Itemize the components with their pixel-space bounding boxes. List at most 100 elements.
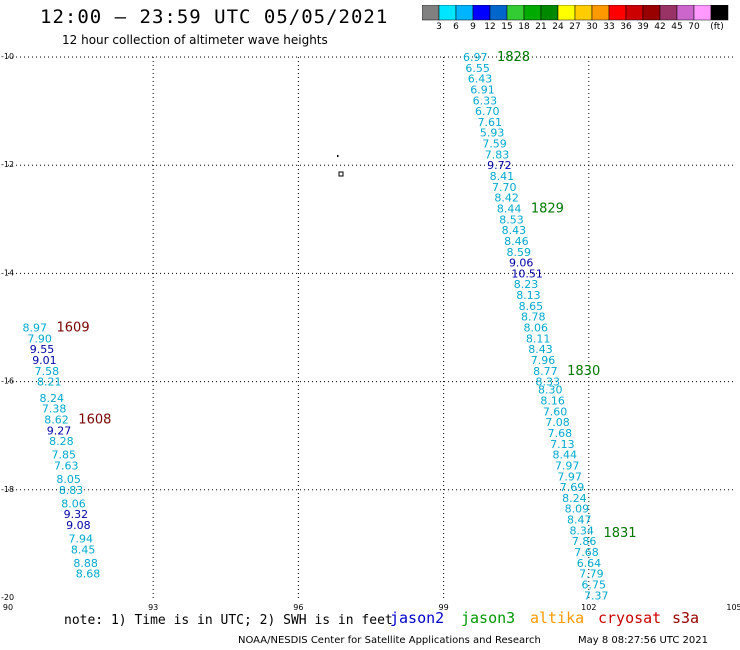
- scale-label: 9: [470, 22, 476, 32]
- wave-height-value: 8.05: [56, 473, 81, 486]
- y-tick-label: -12: [1, 160, 14, 169]
- satellite-legend-item: cryosat: [598, 609, 662, 627]
- scale-label: 27: [569, 22, 581, 32]
- wave-height-value: 8.65: [519, 300, 544, 313]
- wave-height-value: 7.94: [69, 532, 94, 545]
- pass-time-label: 1608: [78, 412, 111, 427]
- wave-height-value: 6.33: [473, 94, 498, 107]
- wave-height-value: 6.70: [475, 105, 500, 118]
- wave-height-value: 10.51: [511, 267, 543, 280]
- scale-label: 36: [620, 22, 632, 32]
- wave-height-value: 8.45: [71, 543, 96, 556]
- y-tick-label: -14: [1, 268, 14, 277]
- pass-time-label: 1831: [603, 526, 636, 541]
- color-scale-labels: 3 6 9 12 15 18 21 24 27 30 33 36 39 42 45 70 (ft): [422, 22, 740, 36]
- pass-time-label: 1829: [531, 201, 564, 216]
- wave-height-value: 7.68: [548, 427, 573, 440]
- island-mark: [338, 171, 344, 177]
- wave-height-value: 6.55: [465, 62, 490, 75]
- scale-label: 6: [453, 22, 459, 32]
- wave-height-value: 7.70: [492, 181, 517, 194]
- wave-height-value: 8.41: [490, 170, 514, 183]
- wave-height-value: 7.60: [543, 405, 568, 418]
- wave-height-value: 8.34: [569, 524, 594, 537]
- wave-height-value: 8.21: [37, 376, 62, 389]
- wave-height-value: 8.42: [494, 192, 519, 205]
- wave-height-value: 8.83: [59, 484, 84, 497]
- wave-height-value: 7.69: [560, 481, 585, 494]
- scale-label: 30: [586, 22, 598, 32]
- scale-label: 33: [603, 22, 615, 32]
- wave-height-value: 9.06: [509, 257, 534, 270]
- scale-label: 21: [535, 22, 547, 32]
- island-mark: [337, 155, 339, 157]
- wave-height-value: 7.58: [35, 365, 60, 378]
- y-tick-label: -10: [1, 52, 14, 61]
- wave-height-value: 7.68: [574, 546, 599, 559]
- wave-height-value: 7.85: [52, 449, 76, 462]
- x-tick-label: 105: [726, 603, 740, 612]
- wave-height-value: 8.43: [528, 343, 553, 356]
- wave-height-value: 8.77: [533, 365, 558, 378]
- x-tick-label: 93: [148, 603, 158, 612]
- wave-height-value: 7.79: [579, 568, 604, 581]
- map-subtitle: 12 hour collection of altimeter wave hei…: [62, 33, 328, 47]
- wave-height-value: 7.61: [477, 116, 502, 129]
- wave-height-value: 7.13: [550, 438, 575, 451]
- wave-height-value: 8.44: [553, 449, 578, 462]
- wave-height-value: 7.96: [531, 354, 556, 367]
- wave-height-value: 8.59: [507, 246, 532, 259]
- wave-height-value: 6.64: [577, 557, 602, 570]
- map-title: 12:00 – 23:59 UTC 05/05/2021: [40, 6, 389, 28]
- scale-label: 45: [671, 22, 683, 32]
- wave-height-value: 7.97: [557, 470, 582, 483]
- wave-height-value: 7.37: [584, 589, 609, 602]
- wave-height-value: 8.11: [526, 332, 551, 345]
- satellite-legend-item: altika: [530, 609, 585, 627]
- wave-height-value: 7.38: [42, 403, 67, 416]
- wave-height-value: 9.27: [47, 424, 72, 437]
- wave-height-value: 7.90: [27, 332, 52, 345]
- credit-text: NOAA/NESDIS Center for Satellite Applica…: [238, 635, 541, 646]
- wave-height-value: 8.28: [49, 435, 74, 448]
- wave-height-value: 8.68: [76, 568, 101, 581]
- wave-height-value: 8.06: [61, 497, 86, 510]
- wave-height-value: 8.16: [540, 395, 565, 408]
- wave-height-value: 8.33: [536, 376, 561, 389]
- wave-height-value: 8.24: [562, 492, 587, 505]
- wave-height-value: 8.43: [502, 224, 527, 237]
- scale-label: 39: [637, 22, 649, 32]
- pass-time-label: 1609: [57, 321, 90, 336]
- wave-height-value: 6.97: [463, 51, 488, 64]
- satellite-legend-item: jason3: [461, 609, 516, 627]
- color-scale-legend: [422, 5, 729, 21]
- y-tick-label: -16: [1, 377, 14, 386]
- wave-height-value: 8.97: [23, 322, 48, 335]
- scale-label: (ft): [710, 22, 724, 32]
- x-tick-label: 96: [293, 603, 303, 612]
- wave-height-value: 7.97: [555, 459, 580, 472]
- wave-height-value: 8.06: [523, 322, 548, 335]
- satellite-legend-item: jason2: [390, 609, 445, 627]
- wave-height-value: 7.86: [572, 535, 597, 548]
- wave-height-value: 9.08: [66, 519, 91, 532]
- scale-swatch: [710, 5, 729, 21]
- x-tick-label: 102: [581, 603, 596, 612]
- scale-label: 15: [501, 22, 513, 32]
- scale-label: 12: [484, 22, 496, 32]
- wave-height-value: 9.72: [487, 159, 512, 172]
- scale-label: 24: [552, 22, 564, 32]
- wave-height-value: 8.53: [499, 213, 524, 226]
- wave-height-value: 8.78: [521, 311, 546, 324]
- wave-height-value: 7.59: [482, 138, 507, 151]
- wave-height-value: 8.23: [514, 278, 539, 291]
- wave-height-value: 7.83: [485, 148, 510, 161]
- scale-label: 18: [518, 22, 530, 32]
- wave-height-value: 8.30: [538, 384, 563, 397]
- scale-label: 42: [654, 22, 666, 32]
- wave-height-value: 9.01: [32, 354, 57, 367]
- wave-height-value: 7.08: [545, 416, 570, 429]
- wave-height-value: 6.75: [582, 578, 607, 591]
- x-tick-label: 90: [3, 603, 13, 612]
